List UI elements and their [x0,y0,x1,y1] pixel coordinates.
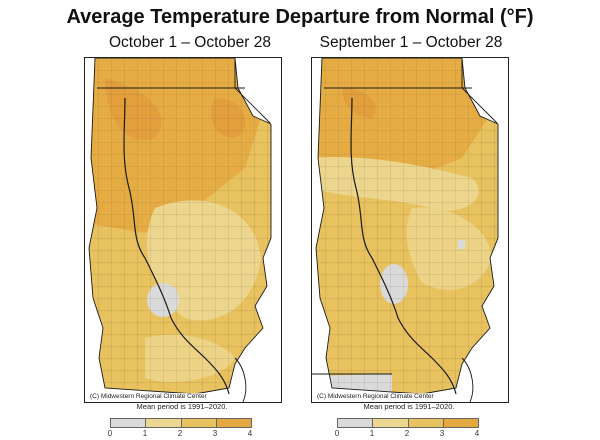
map-credit: (C) Midwestern Regional Climate Center [88,393,209,400]
lake-michigan [465,58,508,124]
legend-tick-1: 1 [369,429,375,438]
legend-tick-3: 3 [212,429,218,438]
right-panel-title: September 1 – October 28 [319,34,503,51]
lake-michigan-shore [234,58,272,125]
legend-left: 0 1 2 3 4 [104,418,264,440]
legend-bin-0-1 [111,419,147,427]
map-title: Average Temperature Departure from Norma… [66,6,534,28]
legend-tick-3: 3 [439,429,445,438]
legend-bin-1-2 [373,419,409,427]
october-map-svg [85,58,281,402]
legend-bin-3-4 [216,419,251,427]
legend-bin-3-4 [443,419,478,427]
ohio-river [461,357,474,402]
lake-michigan [238,58,281,124]
county-boundaries [89,58,271,394]
lake-michigan-shore [461,58,499,125]
legend-color-bar [337,418,479,428]
mean-period-note: Mean period is 1991–2020. [363,402,455,411]
legend-tick-0: 0 [107,429,113,438]
legend-bin-2-3 [408,419,444,427]
legend-bin-2-3 [181,419,217,427]
state-boundary-indiana [88,58,272,395]
legend-tick-2: 2 [404,429,410,438]
legend-bin-1-2 [146,419,182,427]
legend-right: 0 1 2 3 4 [331,418,491,440]
legend-tick-4: 4 [247,429,253,438]
illinois-border-river [123,97,230,395]
map-credit: (C) Midwestern Regional Climate Center [315,393,436,400]
sep-oct-map-svg [312,58,508,402]
october-departure-map: (C) Midwestern Regional Climate Center [84,57,282,403]
legend-tick-2: 2 [177,429,183,438]
illinois-border-river [350,97,457,395]
legend-tick-0: 0 [334,429,340,438]
left-panel-title: October 1 – October 28 [109,34,271,51]
mean-period-note: Mean period is 1991–2020. [136,402,228,411]
ohio-river [234,357,247,402]
legend-tick-1: 1 [142,429,148,438]
legend-tick-4: 4 [474,429,480,438]
legend-color-bar [110,418,252,428]
legend-bin-0-1 [338,419,374,427]
county-boundaries [316,58,498,394]
state-boundary-indiana [315,58,499,395]
september-october-departure-map: (C) Midwestern Regional Climate Center [311,57,509,403]
